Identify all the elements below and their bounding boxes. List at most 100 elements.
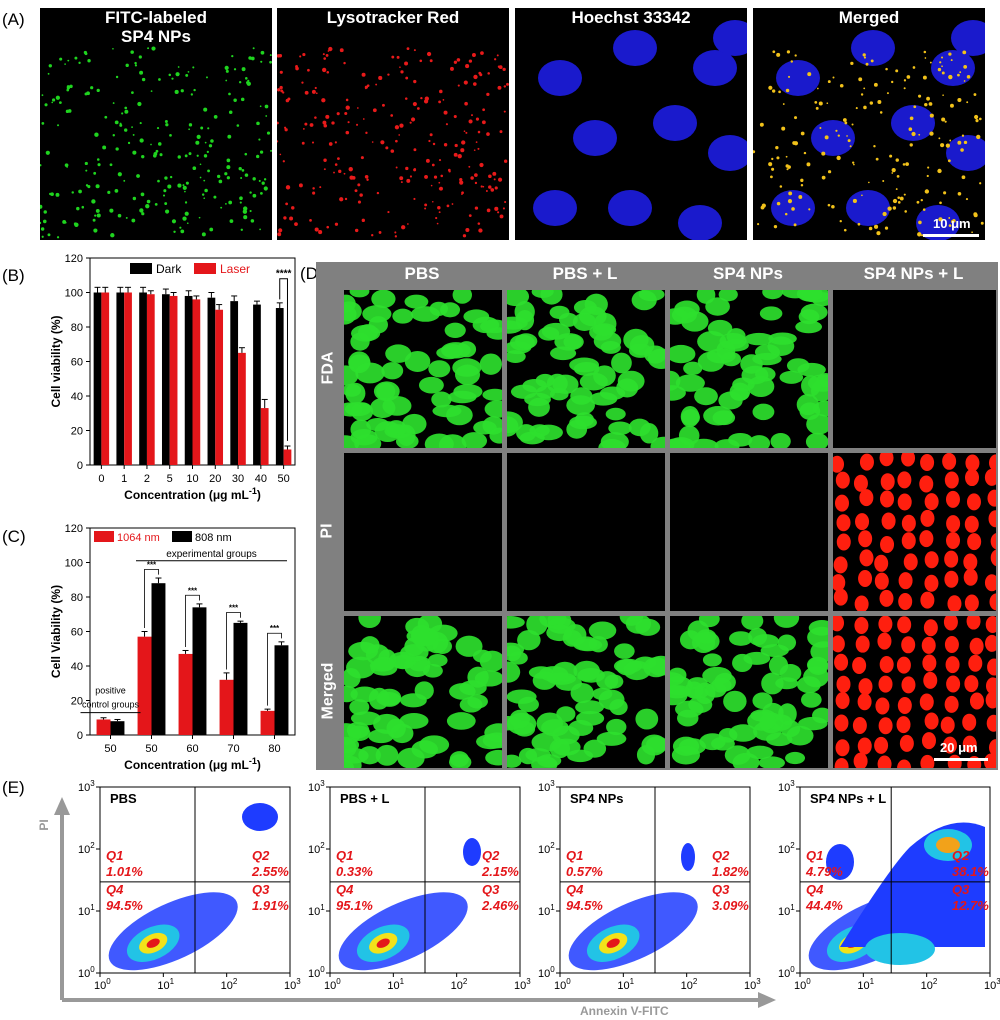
live-cell (729, 382, 751, 401)
live-cell (758, 756, 785, 768)
live-cell (583, 739, 607, 758)
fitc-dot (260, 50, 265, 55)
scale-bar-label-a: 10 μm (933, 216, 971, 231)
fitc-dot (41, 94, 44, 97)
merged-dot (882, 179, 885, 183)
y-tick-label: 101 (538, 903, 555, 918)
lyso-dot (348, 166, 353, 172)
quadrant-value-q1: 1.01% (106, 864, 143, 879)
dead-cell-nucleus (946, 515, 961, 533)
density-outer (681, 843, 695, 871)
lyso-dot (381, 103, 385, 107)
fitc-dot (188, 128, 190, 131)
fitc-dot (252, 193, 257, 198)
lyso-dot (299, 55, 302, 58)
y-tick-label: 80 (71, 322, 83, 334)
quadrant-label-q3: Q3 (712, 882, 730, 897)
merged-dot (786, 50, 791, 54)
fitc-dot (259, 150, 264, 154)
live-cell (507, 290, 530, 307)
fitc-dot (241, 169, 245, 172)
fitc-dot (164, 209, 170, 214)
bar-laser (146, 294, 155, 465)
bar-laser (238, 352, 246, 465)
fitc-dot (112, 47, 114, 50)
fitc-dot (162, 194, 166, 197)
quadrant-value-q4: 95.1% (336, 898, 373, 913)
live-cell (472, 649, 492, 663)
legend-swatch-dark (130, 263, 152, 274)
lyso-dot (474, 206, 479, 210)
lyso-dot (323, 168, 326, 171)
pi-axis-arrowhead (54, 797, 70, 815)
lyso-dot (471, 114, 473, 117)
fitc-dot (112, 134, 115, 137)
merged-dot (897, 201, 901, 204)
live-cell (344, 738, 357, 758)
merged-dot (950, 59, 953, 62)
fitc-dot (114, 120, 119, 125)
live-cell (376, 691, 401, 706)
significance-bracket (279, 278, 288, 441)
x-tick-label: 100 (94, 977, 111, 992)
merged-dot (966, 75, 971, 79)
dead-cell-nucleus (945, 656, 960, 674)
live-cell (484, 400, 502, 418)
dead-cell-nucleus (985, 616, 996, 634)
dead-cell-nucleus (901, 676, 916, 694)
merged-dot (884, 226, 889, 230)
lyso-dot (450, 66, 454, 71)
live-cell (556, 706, 576, 722)
y-tick-label: 40 (71, 391, 83, 403)
fitc-dot (269, 60, 272, 64)
merged-dot (928, 102, 933, 106)
legend-swatch-1064 (94, 531, 114, 542)
live-cell (628, 418, 651, 437)
x-tick-label: 102 (451, 977, 468, 992)
live-cell (723, 690, 747, 713)
live-cell (382, 396, 412, 416)
x-tick-label: 100 (324, 977, 341, 992)
lyso-dot (485, 189, 488, 192)
merged-dot (946, 145, 949, 148)
merged-dot (800, 178, 804, 183)
merged-dot (858, 77, 863, 82)
y-tick-label: 102 (308, 841, 325, 856)
lyso-dot (295, 64, 298, 68)
fitc-dot (185, 73, 189, 77)
dead-cell-nucleus (945, 490, 960, 508)
fitc-dot (137, 101, 142, 107)
lyso-dot (460, 148, 465, 153)
merged-dot (905, 162, 909, 166)
lyso-dot (356, 123, 359, 126)
merged-dot (882, 211, 887, 217)
micrograph-fda-4 (833, 290, 996, 448)
merged-dot (814, 100, 818, 104)
live-cell (395, 433, 419, 448)
lyso-dot (323, 123, 328, 128)
chart-c: 0 20 40 60 80 100 120 50 50 60 70 80 Cell Viability … (49, 523, 296, 772)
dead-cell-nucleus (985, 691, 996, 709)
fitc-dot (213, 115, 218, 119)
lyso-dot (440, 174, 444, 178)
dead-cell-nucleus (920, 591, 935, 609)
dead-cell-nucleus (944, 550, 959, 568)
merged-dot (895, 158, 899, 162)
live-cell (670, 385, 686, 401)
x-tick-label: 103 (744, 977, 761, 992)
lyso-dot (432, 142, 436, 146)
live-cell (576, 710, 605, 726)
fitc-dot (109, 208, 114, 213)
live-cell (807, 626, 828, 648)
dead-cell-nucleus (963, 568, 978, 586)
merged-dot (980, 221, 984, 225)
lyso-dot (285, 185, 291, 190)
fitc-dot (52, 98, 56, 102)
fitc-dot (210, 139, 214, 143)
live-cell (428, 624, 458, 642)
live-cell (679, 630, 702, 650)
lyso-dot (279, 85, 283, 90)
live-cell (798, 716, 828, 731)
live-cell (572, 312, 597, 331)
fitc-dot (84, 161, 88, 166)
